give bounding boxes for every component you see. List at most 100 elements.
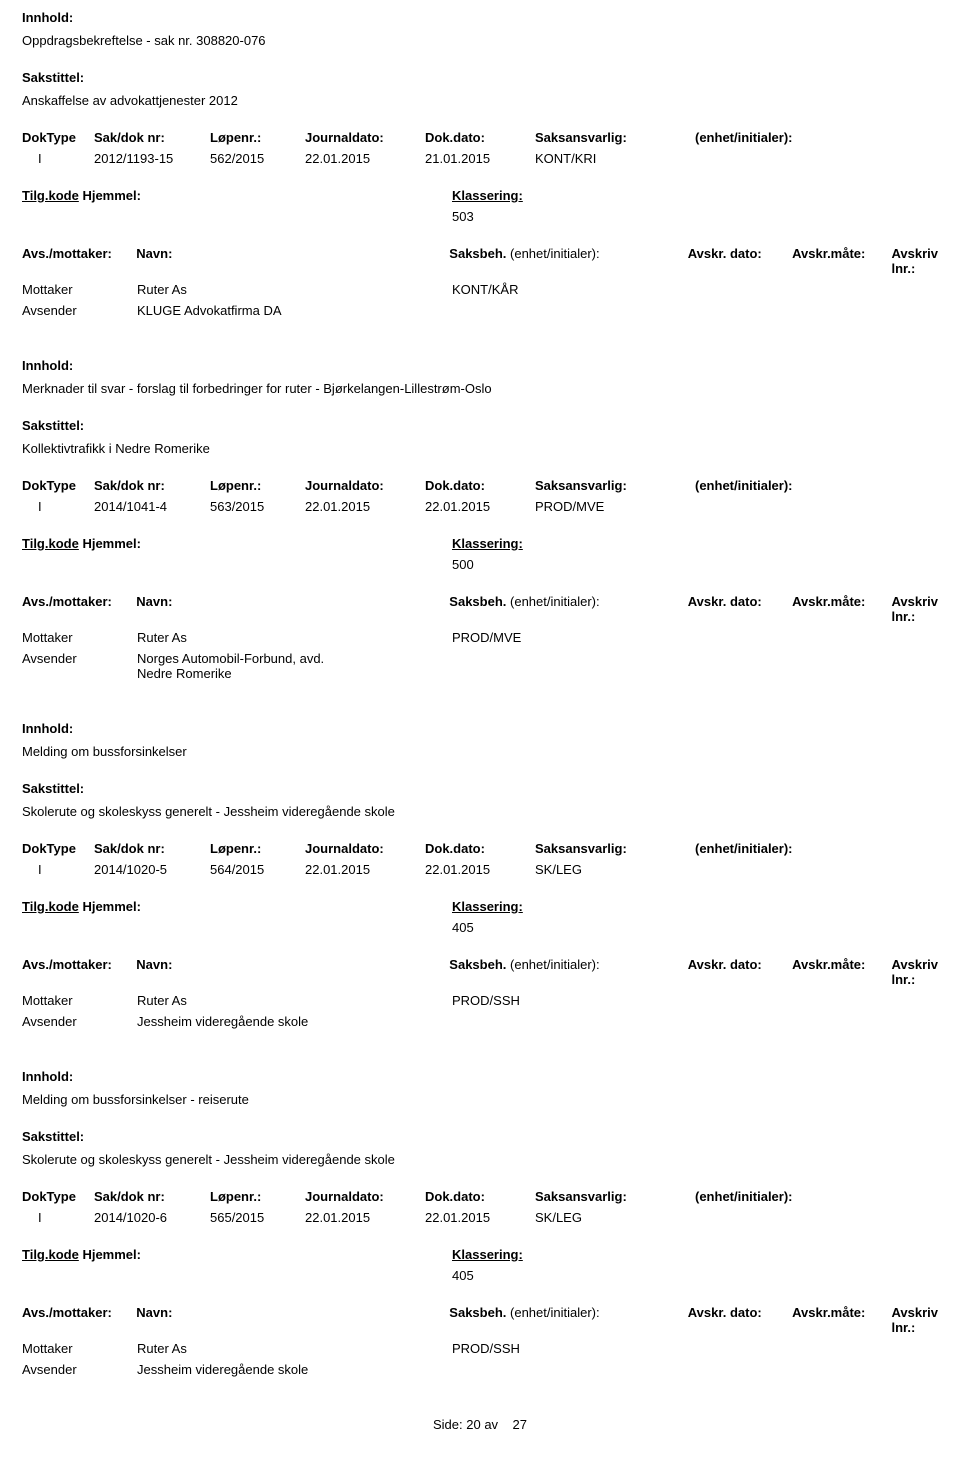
saksbeh-label: Saksbeh. (enhet/initialer):	[449, 246, 687, 276]
header-row-2: Avs./mottaker: Navn: Saksbeh. (enhet/ini…	[22, 246, 938, 276]
footer-total: 27	[513, 1417, 527, 1432]
avsender-row: Avsender KLUGE Advokatfirma DA	[22, 303, 938, 318]
lopenr-label: Løpenr.:	[210, 1189, 305, 1204]
innhold-label: Innhold:	[22, 10, 938, 25]
doktype-value: I	[22, 151, 94, 166]
innhold-label: Innhold:	[22, 721, 938, 736]
lopenr-label: Løpenr.:	[210, 841, 305, 856]
saksansvarlig-label: Saksansvarlig:	[535, 130, 695, 145]
avskr-mate-label: Avskr.måte:	[792, 246, 891, 276]
klassering-value: 500	[22, 557, 474, 572]
mottaker-navn: Ruter As	[137, 1341, 452, 1356]
mottaker-row: Mottaker Ruter As PROD/MVE	[22, 630, 938, 645]
sakstittel-label: Sakstittel:	[22, 1129, 938, 1144]
mottaker-row: Mottaker Ruter As KONT/KÅR	[22, 282, 938, 297]
data-row-1: I 2014/1020-6 565/2015 22.01.2015 22.01.…	[22, 1210, 938, 1225]
doktype-label: DokType	[22, 1189, 94, 1204]
saksbeh-label: Saksbeh. (enhet/initialer):	[449, 594, 687, 624]
header-row-2: Avs./mottaker: Navn: Saksbeh. (enhet/ini…	[22, 594, 938, 624]
sakdok-value: 2014/1020-5	[94, 862, 210, 877]
lopenr-value: 562/2015	[210, 151, 305, 166]
avsmottaker-label: Avs./mottaker:	[22, 246, 136, 276]
klassering-value: 503	[22, 209, 474, 224]
avskr-mate-label: Avskr.måte:	[792, 594, 891, 624]
tilg-klass-row: Tilg.kode Hjemmel: Klassering:	[22, 536, 938, 551]
sakdok-label: Sak/dok nr:	[94, 841, 210, 856]
avskr-dato-label: Avskr. dato:	[688, 1305, 792, 1335]
header-row-1: DokType Sak/dok nr: Løpenr.: Journaldato…	[22, 841, 938, 856]
mottaker-navn: Ruter As	[137, 993, 452, 1008]
lopenr-value: 564/2015	[210, 862, 305, 877]
sakstittel-value: Skolerute og skoleskyss generelt - Jessh…	[22, 1152, 938, 1167]
sakdok-value: 2014/1020-6	[94, 1210, 210, 1225]
lopenr-label: Løpenr.:	[210, 130, 305, 145]
avsmottaker-label: Avs./mottaker:	[22, 1305, 136, 1335]
dokdato-label: Dok.dato:	[425, 841, 535, 856]
innhold-label: Innhold:	[22, 1069, 938, 1084]
journaldato-value: 22.01.2015	[305, 862, 425, 877]
saksansvarlig-value: SK/LEG	[535, 862, 695, 877]
dokdato-label: Dok.dato:	[425, 478, 535, 493]
data-row-1: I 2014/1041-4 563/2015 22.01.2015 22.01.…	[22, 499, 938, 514]
klassering-label: Klassering:	[452, 1247, 523, 1262]
innhold-value: Merknader til svar - forslag til forbedr…	[22, 381, 938, 396]
data-row-1: I 2014/1020-5 564/2015 22.01.2015 22.01.…	[22, 862, 938, 877]
avskriv-lnr-label: Avskriv lnr.:	[892, 594, 939, 624]
saksbeh-value: KONT/KÅR	[452, 282, 692, 297]
sakstittel-label: Sakstittel:	[22, 418, 938, 433]
avskr-dato-label: Avskr. dato:	[688, 957, 792, 987]
journaldato-value: 22.01.2015	[305, 1210, 425, 1225]
header-row-1: DokType Sak/dok nr: Løpenr.: Journaldato…	[22, 1189, 938, 1204]
header-row-1: DokType Sak/dok nr: Løpenr.: Journaldato…	[22, 130, 938, 145]
footer-side-label: Side:	[433, 1417, 463, 1432]
klassering-value: 405	[22, 920, 474, 935]
sakstittel-label: Sakstittel:	[22, 70, 938, 85]
mottaker-label: Mottaker	[22, 993, 137, 1008]
avsmottaker-label: Avs./mottaker:	[22, 594, 136, 624]
avsender-label: Avsender	[22, 1362, 137, 1377]
navn-label: Navn:	[136, 246, 449, 276]
avsender-label: Avsender	[22, 1014, 137, 1029]
avskriv-lnr-label: Avskriv lnr.:	[892, 246, 939, 276]
tilgkode-hjemmel-label: Tilg.kode Hjemmel:	[22, 1247, 452, 1262]
lopenr-value: 565/2015	[210, 1210, 305, 1225]
journaldato-value: 22.01.2015	[305, 499, 425, 514]
avskr-dato-label: Avskr. dato:	[688, 594, 792, 624]
avskriv-lnr-label: Avskriv lnr.:	[892, 1305, 939, 1335]
saksansvarlig-value: SK/LEG	[535, 1210, 695, 1225]
avsender-navn: KLUGE Advokatfirma DA	[137, 303, 452, 318]
klassering-label: Klassering:	[452, 188, 523, 203]
dokdato-label: Dok.dato:	[425, 1189, 535, 1204]
sakdok-value: 2012/1193-15	[94, 151, 210, 166]
navn-label: Navn:	[136, 957, 449, 987]
mottaker-navn: Ruter As	[137, 282, 452, 297]
enhet-label: (enhet/initialer):	[695, 1189, 938, 1204]
saksansvarlig-label: Saksansvarlig:	[535, 1189, 695, 1204]
tilgkode-hjemmel-label: Tilg.kode Hjemmel:	[22, 188, 452, 203]
journaldato-label: Journaldato:	[305, 841, 425, 856]
mottaker-label: Mottaker	[22, 1341, 137, 1356]
avskriv-lnr-label: Avskriv lnr.:	[892, 957, 939, 987]
doktype-value: I	[22, 1210, 94, 1225]
journal-record: Innhold: Melding om bussforsinkelser - r…	[22, 1069, 938, 1377]
avsender-navn: Norges Automobil-Forbund, avd. Nedre Rom…	[137, 651, 452, 681]
saksansvarlig-value: PROD/MVE	[535, 499, 695, 514]
avsender-navn: Jessheim videregående skole	[137, 1014, 452, 1029]
klassering-label: Klassering:	[452, 536, 523, 551]
doktype-label: DokType	[22, 130, 94, 145]
tilgkode-hjemmel-label: Tilg.kode Hjemmel:	[22, 536, 452, 551]
sakdok-label: Sak/dok nr:	[94, 130, 210, 145]
dokdato-value: 21.01.2015	[425, 151, 535, 166]
journal-record: Innhold: Melding om bussforsinkelser Sak…	[22, 721, 938, 1029]
klassering-label: Klassering:	[452, 899, 523, 914]
navn-label: Navn:	[136, 594, 449, 624]
saksbeh-value: PROD/MVE	[452, 630, 692, 645]
data-row-1: I 2012/1193-15 562/2015 22.01.2015 21.01…	[22, 151, 938, 166]
saksansvarlig-label: Saksansvarlig:	[535, 478, 695, 493]
klassering-value: 405	[22, 1268, 474, 1283]
journaldato-label: Journaldato:	[305, 130, 425, 145]
lopenr-label: Løpenr.:	[210, 478, 305, 493]
saksbeh-label: Saksbeh. (enhet/initialer):	[449, 957, 687, 987]
saksbeh-label: Saksbeh. (enhet/initialer):	[449, 1305, 687, 1335]
dokdato-label: Dok.dato:	[425, 130, 535, 145]
